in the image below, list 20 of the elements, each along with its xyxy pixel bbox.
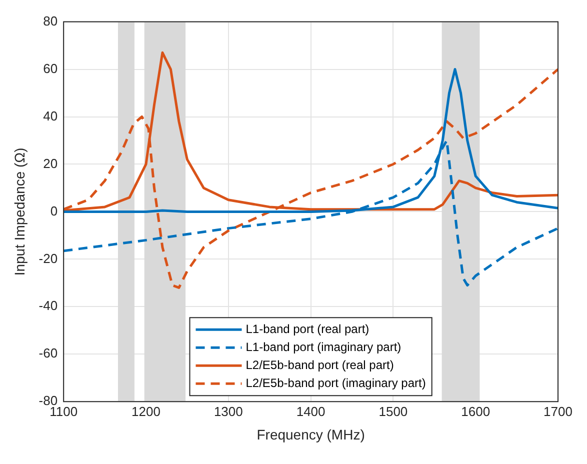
- x-tick-label: 1200: [132, 404, 160, 419]
- y-tick-label: -60: [38, 346, 58, 361]
- x-axis-title: Frequency (MHz): [256, 426, 365, 442]
- x-tick-label: 1600: [461, 404, 490, 419]
- legend-label: L2/E5b-band port (imaginary part): [246, 376, 426, 390]
- y-tick-label: 0: [50, 203, 58, 218]
- legend-label: L2/E5b-band port (real part): [246, 358, 394, 372]
- y-tick-label: 60: [43, 60, 58, 76]
- x-tick-label: 1500: [378, 404, 408, 419]
- x-tick-label: 1300: [214, 404, 243, 419]
- legend-label: L1-band port (imaginary part): [246, 340, 402, 354]
- y-tick-label: 40: [43, 108, 58, 124]
- y-tick-label: -40: [38, 298, 58, 314]
- x-tick-label: 1700: [544, 404, 572, 419]
- legend-label: L1-band port (real part): [246, 322, 370, 336]
- y-axis-title: Input Impedance (Ω): [11, 148, 28, 276]
- x-tick-label: 1400: [296, 404, 326, 419]
- y-tick-label: 80: [43, 13, 58, 28]
- y-tick-label: -20: [38, 250, 58, 266]
- y-tick-label: 20: [43, 156, 58, 171]
